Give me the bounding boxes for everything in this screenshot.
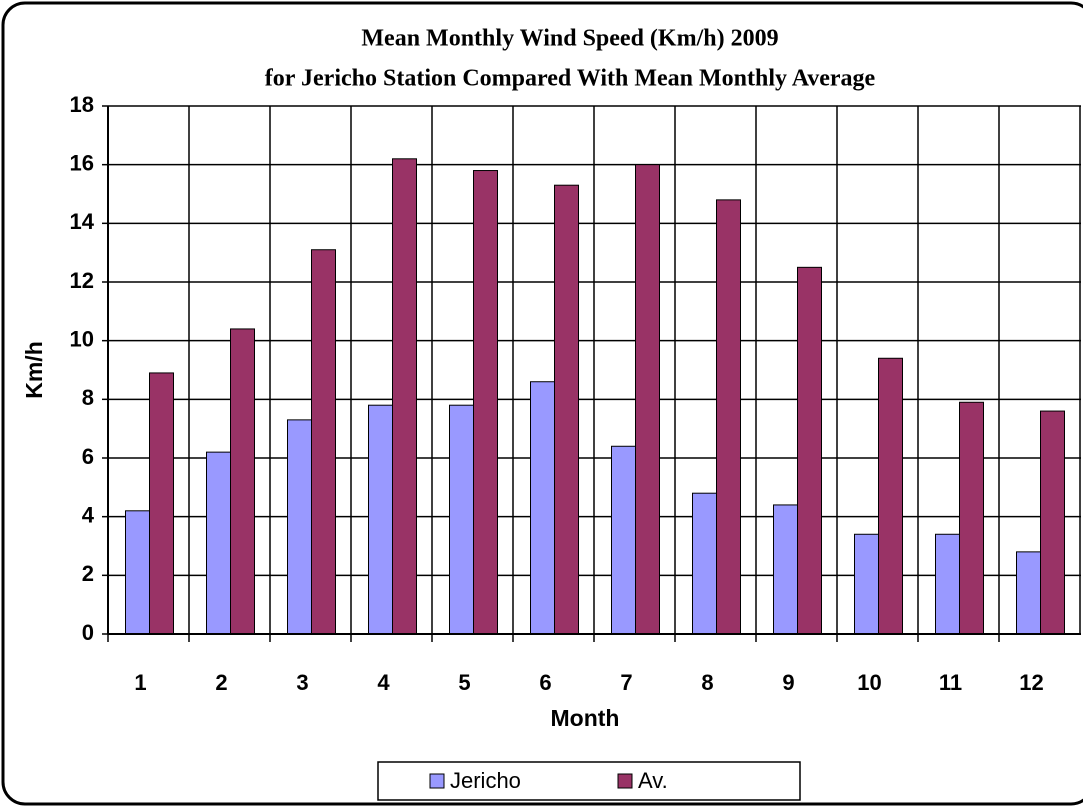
x-tick-label: 12 bbox=[1019, 670, 1043, 695]
y-tick-label: 6 bbox=[82, 444, 94, 469]
x-tick-label: 1 bbox=[134, 670, 146, 695]
plot-area bbox=[108, 105, 1081, 635]
x-tick-label: 11 bbox=[939, 670, 962, 695]
bar bbox=[773, 504, 798, 635]
bar bbox=[935, 533, 960, 635]
bar bbox=[716, 199, 741, 635]
x-tick-label: 7 bbox=[620, 670, 632, 695]
bar bbox=[230, 328, 255, 635]
y-tick-label: 10 bbox=[70, 326, 94, 351]
bar bbox=[692, 492, 717, 635]
bar bbox=[149, 372, 174, 635]
bar bbox=[530, 381, 555, 635]
x-tick-label: 4 bbox=[377, 670, 390, 695]
x-tick-label: 6 bbox=[539, 670, 551, 695]
x-tick-label: 2 bbox=[215, 670, 227, 695]
y-tick-label: 2 bbox=[82, 561, 94, 586]
bar bbox=[311, 249, 336, 635]
x-axis-label: Month bbox=[551, 705, 620, 731]
y-axis-label: Km/h bbox=[21, 341, 47, 399]
bar bbox=[554, 184, 579, 635]
legend-swatch bbox=[429, 773, 445, 789]
bar bbox=[1016, 551, 1041, 635]
bar bbox=[854, 533, 879, 635]
y-tick-label: 8 bbox=[82, 385, 94, 410]
y-tick-label: 0 bbox=[82, 620, 94, 645]
bar bbox=[959, 401, 984, 635]
bar bbox=[287, 419, 312, 635]
x-tick-label: 9 bbox=[782, 670, 794, 695]
bar bbox=[797, 266, 822, 635]
chart-title: Mean Monthly Wind Speed (Km/h) 2009 bbox=[361, 26, 778, 52]
bar bbox=[635, 164, 660, 635]
y-tick-label: 12 bbox=[70, 268, 94, 293]
bar bbox=[878, 357, 903, 635]
y-tick-label: 4 bbox=[82, 502, 95, 527]
x-tick-label: 5 bbox=[458, 670, 470, 695]
bar bbox=[125, 510, 150, 635]
y-tick-label: 16 bbox=[70, 150, 94, 175]
legend-label: Jericho bbox=[450, 768, 521, 793]
chart-subtitle: for Jericho Station Compared With Mean M… bbox=[265, 66, 876, 92]
bar bbox=[611, 445, 636, 635]
bar bbox=[449, 404, 474, 635]
bar bbox=[473, 170, 498, 635]
x-tick-label: 8 bbox=[701, 670, 713, 695]
y-tick-label: 18 bbox=[70, 92, 94, 117]
y-tick-label: 14 bbox=[70, 209, 95, 234]
bar bbox=[206, 451, 231, 635]
legend-box bbox=[377, 761, 801, 801]
bar bbox=[392, 158, 417, 635]
bar bbox=[368, 404, 393, 635]
x-tick-label: 10 bbox=[857, 670, 881, 695]
legend-label: Av. bbox=[638, 768, 668, 793]
bar bbox=[1040, 410, 1065, 635]
legend-swatch bbox=[617, 773, 633, 789]
x-tick-label: 3 bbox=[296, 670, 308, 695]
